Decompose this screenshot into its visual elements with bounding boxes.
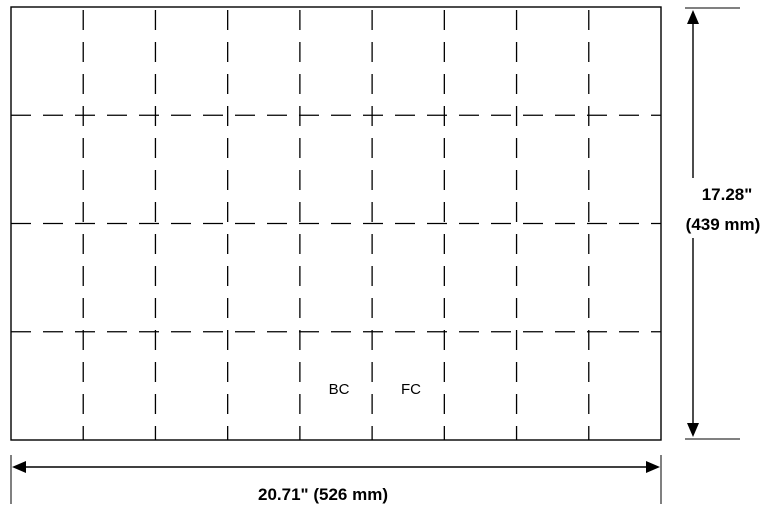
height-arrow-up	[687, 10, 699, 24]
width-label: 20.71" (526 mm)	[258, 485, 388, 504]
height-metric-label: (439 mm)	[686, 215, 761, 234]
height-arrow-down	[687, 423, 699, 437]
width-arrow-left	[12, 461, 26, 473]
front-cover-label: FC	[401, 381, 421, 398]
width-dimension: 20.71" (526 mm)	[10, 455, 662, 504]
fold-lines	[11, 7, 661, 440]
height-dimension: 17.28" (439 mm)	[675, 7, 774, 440]
height-imperial-label: 17.28"	[702, 185, 753, 204]
width-arrow-right	[646, 461, 660, 473]
back-cover-label: BC	[329, 381, 350, 398]
height-label-backdrop	[675, 178, 774, 238]
